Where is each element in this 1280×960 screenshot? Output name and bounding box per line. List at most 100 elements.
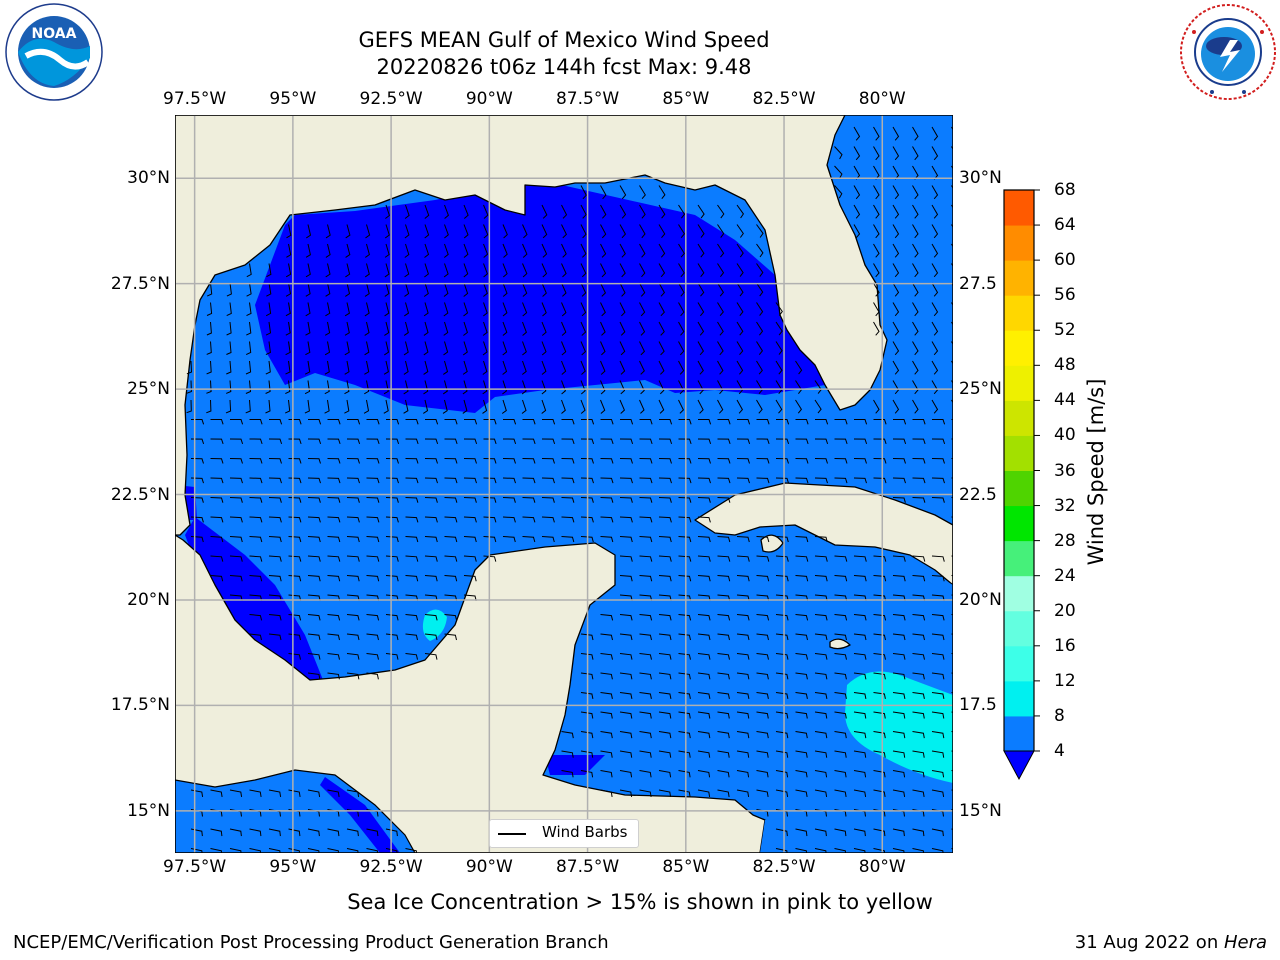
wind-barb bbox=[853, 126, 861, 141]
wind-barb bbox=[463, 243, 469, 258]
wind-barb bbox=[307, 633, 321, 641]
wind-barb bbox=[462, 360, 468, 375]
wind-barb bbox=[775, 770, 789, 778]
wind-barb bbox=[345, 282, 351, 297]
wind-barb bbox=[892, 185, 900, 200]
wind-barb bbox=[678, 516, 692, 523]
legend-line-sample bbox=[498, 833, 526, 835]
wind-barb bbox=[853, 828, 866, 837]
wind-barb bbox=[736, 594, 750, 601]
wind-barb bbox=[580, 692, 594, 699]
chart-subtitle: 20220826 t06z 144h fcst Max: 9.48 bbox=[376, 55, 752, 79]
wind-barb bbox=[814, 789, 828, 797]
wind-barb bbox=[775, 360, 783, 375]
wind-barb bbox=[600, 731, 613, 739]
colorbar-tick-label: 12 bbox=[1054, 670, 1076, 691]
wind-barb bbox=[756, 575, 770, 582]
wind-barb bbox=[561, 770, 574, 778]
colorbar-cell bbox=[1004, 435, 1034, 471]
wind-barb bbox=[931, 711, 945, 719]
wind-barb bbox=[892, 497, 906, 503]
wind-barb bbox=[795, 536, 809, 543]
wind-barb bbox=[620, 419, 634, 425]
wind-barb bbox=[580, 731, 594, 739]
wind-barb bbox=[444, 633, 457, 641]
wind-barb bbox=[678, 224, 686, 239]
wind-barb bbox=[503, 419, 517, 425]
wind-barb bbox=[580, 438, 595, 445]
wind-barb bbox=[697, 438, 712, 445]
wind-barb bbox=[619, 458, 633, 464]
wind-barb bbox=[717, 711, 730, 719]
wind-barb bbox=[288, 828, 301, 837]
wind-barb bbox=[639, 243, 646, 258]
lat-tick-left: 27.5°N bbox=[110, 273, 170, 294]
wind-barb bbox=[873, 848, 886, 853]
wind-barb bbox=[206, 360, 212, 375]
wind-barb bbox=[384, 224, 390, 239]
wind-barb bbox=[327, 653, 340, 660]
wind-barb bbox=[580, 458, 594, 464]
wind-barb bbox=[931, 282, 939, 297]
wind-barb bbox=[424, 263, 429, 278]
wind-barb bbox=[502, 282, 508, 297]
wind-barb bbox=[249, 497, 263, 503]
wind-barb bbox=[658, 204, 666, 219]
colorbar-tick-label: 8 bbox=[1054, 705, 1065, 726]
wind-barb bbox=[619, 594, 633, 601]
wind-barb bbox=[246, 263, 252, 278]
wind-barb bbox=[756, 224, 764, 238]
colorbar-tick-label: 64 bbox=[1054, 215, 1076, 236]
wind-barb bbox=[717, 789, 730, 797]
wind-barb bbox=[795, 438, 809, 445]
wind-barb bbox=[482, 302, 488, 317]
wind-barb bbox=[912, 204, 919, 219]
wind-barb bbox=[366, 516, 380, 523]
wind-barb bbox=[483, 438, 497, 445]
wind-barb bbox=[775, 594, 789, 601]
wind-barb bbox=[814, 575, 828, 582]
wind-barb bbox=[775, 653, 789, 660]
wind-barb bbox=[210, 789, 223, 797]
wind-barb bbox=[639, 594, 653, 601]
wind-barb bbox=[619, 224, 627, 239]
wind-barb bbox=[736, 321, 744, 336]
wind-barb bbox=[366, 497, 380, 503]
wind-barb bbox=[600, 653, 613, 660]
wind-barb bbox=[226, 282, 232, 297]
wind-barb bbox=[404, 243, 410, 258]
wind-barb bbox=[443, 360, 449, 375]
wind-barb bbox=[795, 828, 808, 837]
wind-barb bbox=[384, 321, 390, 336]
colorbar-tick-label: 28 bbox=[1054, 530, 1076, 551]
wind-barb bbox=[463, 321, 468, 336]
wind-barb bbox=[305, 282, 311, 297]
wind-barb bbox=[873, 653, 886, 660]
wind-barb bbox=[600, 321, 606, 336]
wind-barb bbox=[658, 653, 672, 660]
wind-barb bbox=[931, 302, 939, 317]
wind-barb bbox=[305, 243, 311, 258]
wind-barb bbox=[405, 848, 418, 853]
wind-barb bbox=[385, 497, 399, 503]
wind-barb bbox=[442, 380, 448, 395]
wind-barb bbox=[892, 302, 900, 317]
wind-barb bbox=[580, 185, 587, 200]
wind-barb bbox=[600, 770, 613, 778]
wind-barb bbox=[892, 126, 900, 141]
wind-barb bbox=[717, 770, 730, 778]
wind-barb bbox=[639, 750, 652, 758]
wind-barb bbox=[756, 672, 769, 680]
wind-barb bbox=[463, 458, 477, 464]
wind-barb bbox=[307, 575, 321, 582]
lon-tick-bottom: 95°W bbox=[269, 857, 317, 877]
wind-barb bbox=[736, 458, 750, 464]
wind-barb bbox=[444, 204, 449, 219]
wind-barb bbox=[561, 243, 567, 258]
wind-barb bbox=[639, 204, 646, 219]
wind-barb bbox=[405, 477, 419, 484]
wind-barb bbox=[892, 380, 900, 395]
wind-barb bbox=[736, 750, 750, 758]
sea-ice-note: Sea Ice Concentration > 15% is shown in … bbox=[347, 890, 933, 914]
lon-tick-bottom: 97.5°W bbox=[163, 857, 227, 877]
